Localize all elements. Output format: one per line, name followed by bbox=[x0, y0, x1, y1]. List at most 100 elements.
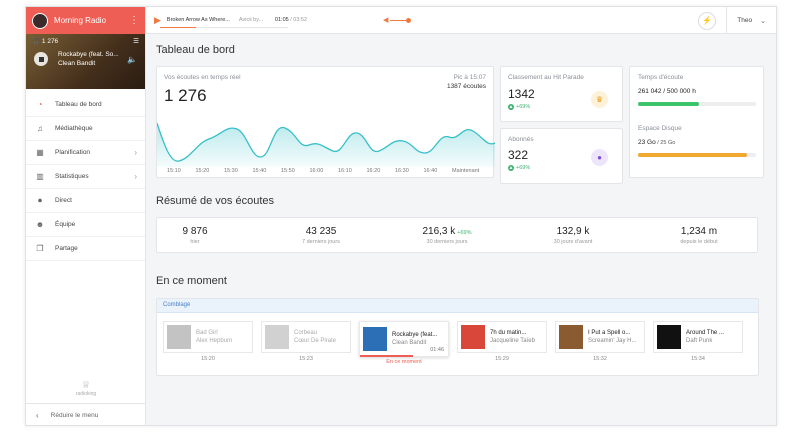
kebab-menu-icon[interactable]: ⋮ bbox=[129, 15, 139, 26]
summary-value: 43 235 bbox=[271, 226, 371, 237]
station-header[interactable]: Morning Radio ⋮ bbox=[26, 7, 145, 34]
track-progress-fill bbox=[160, 27, 196, 28]
track-title: 7h du matin... bbox=[490, 330, 527, 336]
listen-time-bar bbox=[638, 102, 756, 106]
subscribers-delta-value: +69% bbox=[516, 165, 531, 171]
volume-icon[interactable]: 🔈 bbox=[127, 54, 137, 64]
summary-label: 30 derniers jours bbox=[426, 239, 468, 245]
chart-x-tick: 16:30 bbox=[395, 168, 409, 174]
track-time: 15:29 bbox=[495, 356, 509, 362]
now-playing-title: Rockabye (feat. So... bbox=[58, 51, 119, 58]
summary-number: 9 876 bbox=[182, 226, 208, 237]
lightning-icon[interactable]: ⚡ bbox=[698, 11, 717, 30]
listens-value: 1 276 bbox=[164, 86, 207, 105]
music-note-icon: ♫ bbox=[37, 124, 43, 133]
album-art bbox=[461, 325, 485, 349]
summary-card: 9 876 hier 43 235 7 derniers jours 216,3 k +6… bbox=[156, 217, 758, 253]
subscribers-value: 322 bbox=[508, 148, 529, 162]
play-icon[interactable]: ▶ bbox=[154, 14, 161, 25]
current-progress bbox=[360, 355, 413, 357]
summary-delta: +69% bbox=[457, 230, 472, 236]
track-card[interactable]: Rockabye (feat... Clean Bandit 01:46 bbox=[359, 321, 449, 357]
album-art bbox=[167, 325, 191, 349]
chart-area bbox=[157, 123, 495, 167]
track-title: Bad Girl bbox=[196, 330, 218, 336]
peak-label: Pic à 15:07 bbox=[453, 74, 486, 81]
track-card[interactable]: I Put a Spell o... Screamin' Jay H... bbox=[555, 321, 645, 353]
stop-button[interactable] bbox=[34, 52, 48, 66]
sidebar-item-5[interactable]: ☻ Équipe bbox=[26, 213, 145, 237]
disk-bar bbox=[638, 153, 756, 157]
sidebar-item-label: Équipe bbox=[55, 221, 76, 228]
calendar-icon: ▦ bbox=[36, 148, 44, 157]
radioking-logo-icon: ♕ bbox=[81, 380, 91, 391]
station-logo bbox=[32, 12, 48, 29]
dashboard-title: Tableau de bord bbox=[156, 44, 235, 56]
collapse-menu-label: Réduire le menu bbox=[50, 412, 99, 419]
track-card[interactable]: Corbeau Cœur De Pirate bbox=[261, 321, 351, 353]
track-card[interactable]: Around The ... Daft Punk bbox=[653, 321, 743, 353]
chart-line bbox=[157, 122, 495, 162]
album-art bbox=[265, 325, 289, 349]
now-playing-artist: Clean Bandit bbox=[58, 60, 96, 67]
track-artist: Screamin' Jay H... bbox=[588, 338, 637, 344]
duration-time: / 03:52 bbox=[288, 17, 308, 23]
sidebar-item-1[interactable]: ♫ Médiathèque bbox=[26, 117, 145, 141]
duration-value: 03:52 bbox=[293, 17, 308, 23]
sidebar-item-label: Partage bbox=[55, 245, 78, 252]
track-card[interactable]: Bad Girl Alex Hepburn bbox=[163, 321, 253, 353]
summary-label: 30 jours d'avant bbox=[553, 239, 593, 245]
queue-icon[interactable]: ☰ bbox=[133, 38, 139, 45]
up-arrow-icon: ▲ bbox=[508, 165, 514, 171]
album-art bbox=[657, 325, 681, 349]
volume-slider[interactable] bbox=[390, 17, 412, 23]
summary-value: 132,9 k bbox=[523, 226, 623, 237]
album-art bbox=[363, 327, 387, 351]
peak-value: 1387 écoutes bbox=[446, 83, 486, 90]
hitparade-delta-value: +69% bbox=[516, 104, 531, 110]
track-card[interactable]: 7h du matin... Jacqueline Taïeb bbox=[457, 321, 547, 353]
listens-chart bbox=[157, 122, 495, 167]
volume-control[interactable]: ◀ bbox=[383, 16, 412, 24]
summary-item: 9 876 hier bbox=[145, 226, 245, 245]
chevron-down-icon: ⌄ bbox=[760, 17, 766, 25]
hitparade-delta: ▲ +69% bbox=[508, 104, 530, 110]
radioking-logo: ♕ radioking bbox=[26, 380, 146, 397]
usage-card: Temps d'écoute 261 042 / 500 000 h Espac… bbox=[629, 66, 764, 178]
disk-used: 23 Go bbox=[638, 139, 656, 146]
summary-value: 1,234 m bbox=[649, 226, 749, 237]
hitparade-value: 1342 bbox=[508, 87, 535, 101]
summary-number: 43 235 bbox=[305, 226, 337, 237]
sidebar-item-label: Planification bbox=[55, 149, 91, 156]
hitparade-label: Classement au Hit Parade bbox=[508, 74, 584, 81]
sidebar-item-2[interactable]: ▦ Planification › bbox=[26, 141, 145, 165]
now-playing-card: Comblage Bad Girl Alex Hepburn 15:20 Corbea… bbox=[156, 298, 759, 376]
track-progress-bar[interactable] bbox=[160, 27, 288, 28]
listen-time-fill bbox=[638, 102, 700, 106]
sidebar-item-6[interactable]: ❐ Partage bbox=[26, 237, 145, 261]
chart-x-tick: Maintenant bbox=[452, 168, 480, 174]
summary-number: 216,3 k bbox=[422, 226, 456, 237]
next-track: Avicii by... bbox=[238, 17, 264, 23]
summary-item: 216,3 k +69% 30 derniers jours bbox=[397, 226, 497, 245]
app-window: Morning Radio ⋮ 🎧 1 276 ☰ Rockabye (feat… bbox=[25, 6, 777, 426]
subscribers-delta: ▲ +69% bbox=[508, 165, 530, 171]
track-time: 15:34 bbox=[691, 356, 705, 362]
sidebar-item-3[interactable]: ▥ Statistiques › bbox=[26, 165, 145, 189]
listen-time-value: 261 042 / 500 000 h bbox=[638, 88, 696, 95]
track-title: Around The ... bbox=[686, 330, 724, 336]
chart-x-tick: 15:10 bbox=[167, 168, 181, 174]
user-menu[interactable]: Theo ⌄ bbox=[726, 7, 776, 34]
share-icon: ❐ bbox=[36, 244, 44, 253]
user-icon: ● bbox=[591, 149, 608, 166]
summary-item: 1,234 m depuis le début bbox=[649, 226, 749, 245]
bar-chart-icon: ▥ bbox=[36, 172, 44, 181]
collapse-menu-button[interactable]: ‹ Réduire le menu bbox=[26, 403, 146, 425]
sidebar-item-4[interactable]: ⏺ Direct bbox=[26, 189, 145, 213]
listeners-count: 🎧 1 276 bbox=[32, 37, 58, 45]
sidebar-item-0[interactable]: ◔ Tableau de bord bbox=[26, 93, 145, 117]
track-artist: Cœur De Pirate bbox=[294, 338, 337, 344]
remaining-time: 01:46 bbox=[430, 347, 444, 353]
summary-title: Résumé de vos écoutes bbox=[156, 195, 275, 207]
summary-item: 43 235 7 derniers jours bbox=[271, 226, 371, 245]
